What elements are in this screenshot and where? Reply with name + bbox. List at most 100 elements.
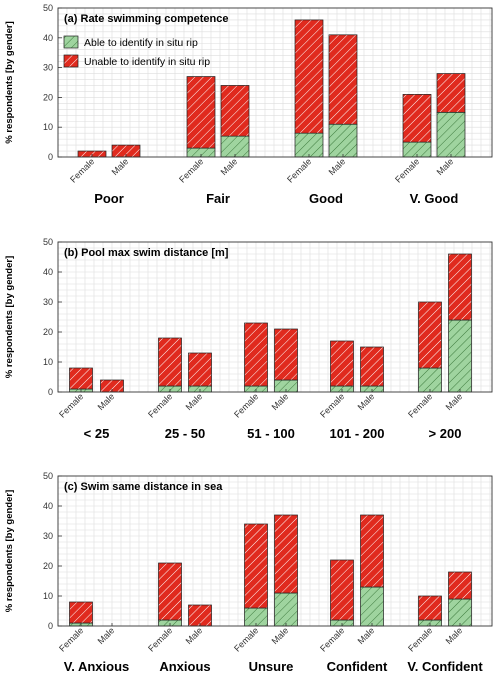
bar-label: Male [96,625,117,646]
bar-able [328,123,358,158]
bar-label: Female [232,625,260,653]
bar-unable [448,253,472,321]
bar-label: Male [356,625,377,646]
chart-title: (c) Swim same distance in sea [64,481,223,493]
bar-label: Female [57,391,85,419]
bar-able [274,592,298,627]
bar-label: Male [270,625,291,646]
y-tick-label: 30 [43,63,53,73]
y-axis-label: % respondents [by gender] [4,256,15,378]
category-label: 101 - 200 [330,426,385,441]
bar-able [436,111,466,158]
bar-unable [418,301,442,369]
chart-panel: 0 10 20 30 40 50 % respondents [by gender] Fema… [4,471,493,674]
category-label: 25 - 50 [165,426,205,441]
chart-title: (b) Pool max swim distance [m] [64,247,229,259]
bar-unable [436,73,466,113]
bar-label: Female [406,391,434,419]
y-axis-label: % respondents [by gender] [4,490,15,612]
category-label: V. Anxious [64,659,130,674]
bar-label: Female [285,156,313,184]
bar-label: Female [318,391,346,419]
bar-unable [188,352,212,387]
axes-frame [57,475,493,627]
category-label: Confident [327,659,388,674]
chart-title: (a) Rate swimming competence [64,13,228,25]
y-tick-label: 50 [43,237,53,247]
legend-swatch-unable [63,54,79,68]
bar-unable [244,322,268,387]
y-tick-label: 20 [43,92,53,102]
bar-unable [69,601,93,624]
bar-label: Male [356,391,377,412]
bar-unable [294,19,324,134]
bar-unable [158,562,182,621]
bar-able [418,367,442,393]
bar-able [220,135,250,158]
category-label: Anxious [159,659,210,674]
legend-label-unable: Unable to identify in situ rip [84,56,210,68]
y-tick-label: 40 [43,267,53,277]
category-label: 51 - 100 [247,426,295,441]
bar-unable [158,337,182,387]
y-tick-label: 0 [48,621,53,631]
bar-unable [274,328,298,381]
y-tick-label: 20 [43,561,53,571]
y-tick-label: 50 [43,3,53,13]
bar-unable [244,523,268,609]
bar-label: Female [393,156,421,184]
legend-label-able: Able to identify in situ rip [84,37,198,49]
category-label: > 200 [429,426,462,441]
bar-label: Male [184,391,205,412]
bar-unable [328,34,358,125]
bar-unable [220,85,250,137]
y-tick-label: 0 [48,152,53,162]
bar-unable [402,94,432,143]
bar-able [360,586,384,627]
bar-unable [360,514,384,588]
bar-able [294,132,324,158]
y-tick-label: 10 [43,591,53,601]
bar-label: Female [68,156,96,184]
legend-swatch-able [63,35,79,49]
bar-unable [274,514,298,594]
bar-label: Female [406,625,434,653]
bar-unable [360,346,384,387]
bar-unable [188,604,212,627]
category-label: Poor [94,191,124,206]
bar-able [448,598,472,627]
y-tick-label: 10 [43,122,53,132]
axes-frame [57,7,493,158]
chart-panel: 0 10 20 30 40 50 % respondents [by gender] Fema… [4,237,493,441]
bar-unable [418,595,442,621]
bar-label: Male [444,391,465,412]
category-label: Good [309,191,343,206]
y-tick-label: 0 [48,387,53,397]
y-tick-label: 50 [43,471,53,481]
y-tick-label: 30 [43,297,53,307]
category-label: Fair [206,191,230,206]
bar-label: Male [96,391,117,412]
bar-label: Female [146,391,174,419]
bar-label: Male [219,156,240,177]
y-tick-label: 40 [43,33,53,43]
bar-label: Male [444,625,465,646]
legend: Able to identify in situ rip Unable to id… [63,35,210,68]
y-tick-label: 40 [43,501,53,511]
category-label: V. Confident [407,659,483,674]
bar-label: Female [177,156,205,184]
category-label: Unsure [249,659,294,674]
bar-label: Male [270,391,291,412]
bar-able [448,319,472,393]
bar-unable [69,367,93,390]
axes-frame [57,241,493,393]
chart-panel: 0 10 20 30 40 50 % respondents [by gender] Fema… [4,3,493,206]
bar-label: Male [184,625,205,646]
bar-label: Male [327,156,348,177]
bar-unable [448,571,472,600]
bar-label: Male [435,156,456,177]
y-axis-label: % respondents [by gender] [4,21,15,143]
bar-label: Female [318,625,346,653]
bar-unable [330,559,354,621]
